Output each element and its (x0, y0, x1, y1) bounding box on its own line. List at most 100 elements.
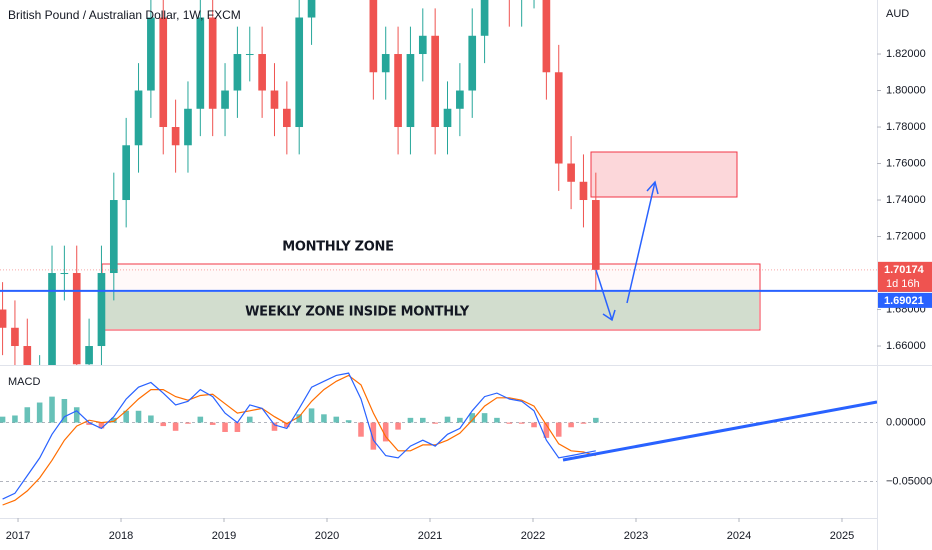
macd-histogram-bar (395, 422, 401, 430)
candle-body (579, 181, 588, 201)
x-tick-label: 2018 (109, 530, 133, 542)
zones (101, 151, 761, 331)
macd-histogram-bar (593, 417, 599, 423)
candle-body (109, 200, 118, 274)
candle-body (85, 346, 93, 365)
macd-histogram-bar (457, 417, 463, 423)
macd-histogram-bar (345, 420, 352, 423)
candle-body (60, 273, 69, 275)
signal-line (2, 374, 596, 506)
candle-body (72, 273, 81, 365)
macd-histogram-bar (185, 422, 191, 424)
candle-body (394, 54, 402, 128)
macd-histogram-bar (0, 416, 6, 423)
x-tick-label: 2020 (315, 530, 339, 542)
down-arrow (595, 269, 613, 321)
candle-body (591, 200, 600, 270)
chart-title: British Pound / Australian Dollar, 1W, F… (8, 8, 241, 22)
macd-tick-label: −0.05000 (886, 475, 932, 487)
macd-histogram-bar (420, 417, 426, 423)
macd-histogram-bar (24, 407, 31, 423)
down-arrow-head (602, 309, 616, 322)
candle-body (406, 54, 415, 128)
candle-body (307, 0, 316, 18)
y-tick-label: 1.72000 (886, 230, 926, 242)
candle-body (196, 17, 205, 109)
macd-histogram-bar (321, 414, 327, 423)
candle-body (184, 108, 192, 146)
macd-histogram-bar (222, 422, 228, 432)
candle-body (567, 163, 575, 182)
candle-body (23, 346, 32, 365)
macd-line (2, 372, 596, 500)
macd-histogram-bar (98, 422, 105, 429)
macd-histogram-bar (494, 417, 500, 423)
macd-histogram-bar (308, 408, 315, 423)
candle-body (48, 273, 56, 365)
macd-histogram-bar (444, 416, 451, 423)
macd-trendline (562, 400, 878, 462)
macd-histogram-bar (234, 422, 241, 432)
y-tick-label: 1.76000 (886, 157, 926, 169)
up-arrow-head (646, 180, 659, 195)
macd-tick-label: 0.00000 (886, 416, 926, 428)
countdown-label: 1d 16h (886, 278, 920, 290)
macd-histogram-bar (160, 422, 167, 427)
candle-body (418, 35, 427, 55)
last-price-label: 1.70174 (884, 264, 925, 276)
macd-histogram-bar (135, 410, 142, 423)
y-tick-label: 1.78000 (886, 121, 926, 133)
macd-histogram-bar (73, 407, 80, 423)
macd-histogram-bar (209, 422, 216, 425)
x-tick-label: 2025 (830, 530, 854, 542)
macd-histogram-bar (333, 416, 340, 423)
candle-body (97, 273, 106, 347)
macd-histogram-bar (12, 415, 18, 423)
macd-histogram-bar (506, 422, 513, 424)
axes: 1.660001.680001.720001.740001.760001.780… (6, 48, 932, 542)
candle-body (542, 0, 551, 73)
macd-histogram-bar (568, 422, 574, 428)
candle-body (431, 35, 439, 128)
weekly-zone (103, 292, 759, 329)
candle-body (443, 108, 452, 128)
candle-body (554, 72, 563, 164)
candle-body (171, 127, 180, 146)
x-tick-label: 2017 (6, 530, 30, 542)
macd-histogram-bar (148, 415, 154, 423)
candle-body (159, 17, 168, 128)
candle-body (245, 54, 254, 56)
macd-histogram-bar (49, 396, 55, 423)
candle-body (147, 17, 155, 91)
macd-layer (0, 372, 877, 506)
up-arrow (626, 181, 656, 304)
candle-body (480, 0, 489, 36)
target-zone (590, 151, 738, 198)
macd-histogram-bar (432, 422, 438, 424)
macd-histogram-bar (296, 414, 302, 423)
macd-histogram-bar (197, 416, 204, 423)
macd-histogram-bar (111, 417, 117, 423)
macd-histogram-bar (86, 422, 92, 425)
macd-histogram-bar (123, 410, 129, 423)
level-box (878, 292, 932, 308)
candle-body (456, 90, 464, 109)
macd-histogram-bar (518, 422, 525, 424)
indicator-title: MACD (8, 376, 40, 388)
candle-body (295, 17, 304, 128)
candle-body (283, 108, 291, 128)
candle-body (134, 90, 143, 146)
x-tick-label: 2024 (727, 530, 751, 542)
macd-histogram-bar (358, 422, 364, 437)
macd-histogram-bar (284, 422, 290, 428)
y-tick-label: 1.66000 (886, 340, 926, 352)
x-tick-label: 2022 (521, 530, 545, 542)
level-label: 1.69021 (884, 295, 924, 307)
arrows (595, 180, 659, 322)
candle-body (122, 145, 130, 201)
monthly-zone-label: MONTHLY ZONE (282, 240, 393, 255)
candle-body (381, 54, 390, 73)
macd-histogram-bar (172, 422, 179, 431)
